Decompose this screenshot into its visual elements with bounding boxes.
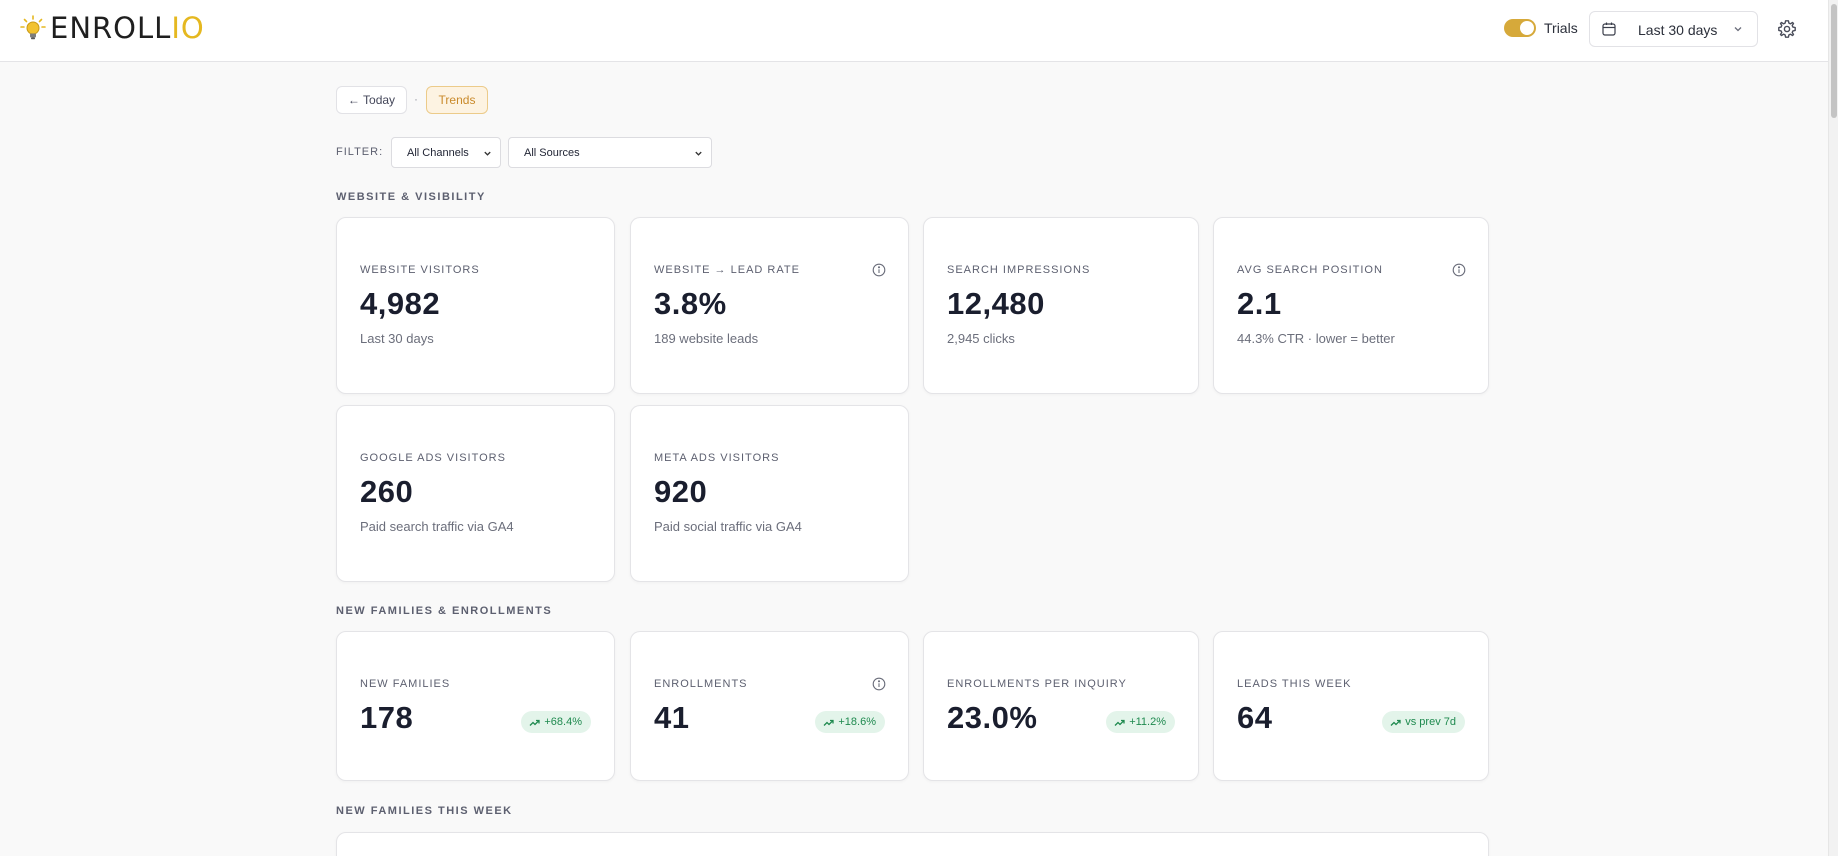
metric-card-search-impressions: SEARCH IMPRESSIONS 12,480 2,945 clicks [923,217,1199,394]
toggle-knob [1520,21,1534,35]
families-week-panel [336,832,1489,856]
calendar-icon [1602,22,1616,36]
logo-text: ENROLLIO [50,11,205,45]
section-title-website: WEBSITE & VISIBILITY [336,191,486,203]
trials-label: Trials [1544,20,1578,36]
trending-up-icon [823,719,835,726]
info-icon[interactable] [1452,263,1466,277]
trend-badge: vs prev 7d [1382,711,1465,733]
source-select-value: All Sources [524,146,580,159]
trend-badge-text: +68.4% [544,716,582,728]
metric-subtext: 44.3% CTR · lower = better [1237,331,1395,346]
metric-title: WEBSITE → LEAD RATE [654,264,800,276]
metric-subtext: 189 website leads [654,331,759,346]
metric-title: META ADS VISITORS [654,452,780,464]
metric-title: ENROLLMENTS [654,678,748,690]
metric-value: 23.0% [947,700,1038,735]
trend-badge: +11.2% [1106,711,1175,733]
chevron-down-icon [695,151,702,156]
metric-card-leads-this-week: LEADS THIS WEEK 64 vs prev 7d [1213,631,1489,781]
date-range-label: Last 30 days [1638,22,1718,38]
chevron-down-icon [484,151,491,156]
section-title-families-week: NEW FAMILIES THIS WEEK [336,805,513,817]
metric-subtext: 2,945 clicks [947,331,1015,346]
trending-up-icon [1114,719,1125,726]
metric-title: AVG SEARCH POSITION [1237,264,1383,276]
trials-toggle[interactable] [1504,19,1536,37]
gear-icon[interactable] [1777,19,1797,39]
metric-title: GOOGLE ADS VISITORS [360,452,506,464]
metric-card-google-ads-visitors: GOOGLE ADS VISITORS 260 Paid search traf… [336,405,615,582]
metric-card-avg-search-position: AVG SEARCH POSITION 2.1 44.3% CTR · lowe… [1213,217,1489,394]
metric-subtext: Paid social traffic via GA4 [654,519,802,534]
metric-card-new-families: NEW FAMILIES 178 +68.4% [336,631,615,781]
lightbulb-icon [20,15,46,40]
page-scrollbar[interactable] [1828,0,1838,856]
nav-separator: · [414,92,418,106]
filter-label: FILTER: [336,146,384,158]
chevron-down-icon [1734,27,1742,32]
top-header: ENROLLIO Trials Last 30 days [0,0,1828,62]
metric-card-website-visitors: WEBSITE VISITORS 4,982 Last 30 days [336,217,615,394]
metric-value: 3.8% [654,286,727,321]
trend-badge-text: +18.6% [838,716,876,728]
metric-value: 12,480 [947,286,1045,321]
metric-card-enrollments: ENROLLMENTS 41 +18.6% [630,631,909,781]
metric-title: SEARCH IMPRESSIONS [947,264,1091,276]
source-select[interactable]: All Sources [508,137,712,168]
trend-badge: +18.6% [815,711,885,733]
metric-value: 64 [1237,700,1273,735]
date-range-select[interactable]: Last 30 days [1589,11,1758,47]
metric-value: 4,982 [360,286,441,321]
trends-tab[interactable]: Trends [426,86,488,114]
metric-subtext: Paid search traffic via GA4 [360,519,514,534]
metric-card-lead-rate: WEBSITE → LEAD RATE 3.8% 189 website lea… [630,217,909,394]
metric-value: 920 [654,474,708,509]
info-icon[interactable] [872,677,886,691]
today-button[interactable]: ← Today [336,86,407,114]
channel-select[interactable]: All Channels [391,137,501,168]
metric-card-enrollments-per-inquiry: ENROLLMENTS PER INQUIRY 23.0% +11.2% [923,631,1199,781]
trend-badge-text: vs prev 7d [1405,716,1456,728]
metric-value: 2.1 [1237,286,1282,321]
metric-value: 41 [654,700,690,735]
trend-badge-text: +11.2% [1129,716,1166,728]
trending-up-icon [1390,719,1401,726]
metric-title: NEW FAMILIES [360,678,451,690]
metric-value: 260 [360,474,414,509]
metric-card-meta-ads-visitors: META ADS VISITORS 920 Paid social traffi… [630,405,909,582]
section-title-families: NEW FAMILIES & ENROLLMENTS [336,605,553,617]
trials-toggle-group: Trials [1504,18,1578,38]
metric-title: WEBSITE VISITORS [360,264,480,276]
scrollbar-thumb[interactable] [1831,4,1837,118]
metric-subtext: Last 30 days [360,331,434,346]
trend-badge: +68.4% [521,711,591,733]
channel-select-value: All Channels [407,146,469,159]
metric-title: LEADS THIS WEEK [1237,678,1352,690]
trending-up-icon [529,719,541,726]
info-icon[interactable] [872,263,886,277]
logo[interactable]: ENROLLIO [20,13,205,43]
metric-title: ENROLLMENTS PER INQUIRY [947,678,1127,690]
metric-value: 178 [360,700,414,735]
